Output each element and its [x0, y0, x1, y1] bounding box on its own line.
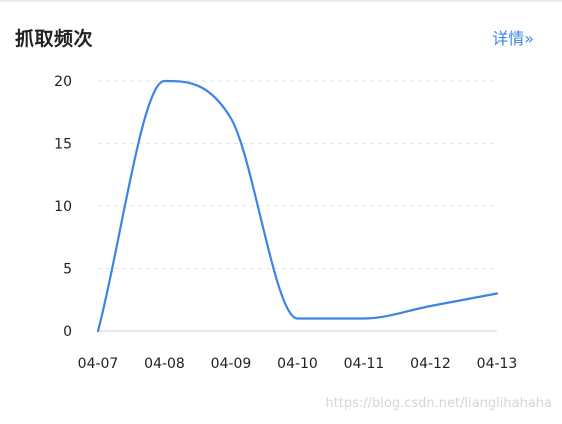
x-tick-label: 04-07	[78, 356, 119, 372]
details-link[interactable]: 详情»	[492, 29, 534, 48]
series-line-0	[96, 79, 499, 333]
x-tick-label: 04-11	[344, 356, 385, 372]
x-tick-label: 04-10	[277, 356, 318, 372]
x-tick-label: 04-12	[410, 356, 451, 372]
y-tick-label: 10	[54, 199, 72, 215]
watermark: https://blog.csdn.net/lianglihahaha	[325, 396, 552, 411]
x-tick-label: 04-09	[211, 356, 252, 372]
y-tick-label: 0	[63, 324, 72, 340]
y-tick-labels: 0 5 10 15 20	[54, 74, 72, 340]
y-tick-label: 20	[54, 74, 72, 90]
card-title: 抓取频次	[15, 28, 94, 50]
x-tick-label: 04-13	[477, 356, 518, 372]
grid-lines	[98, 80, 497, 269]
x-tick-label: 04-08	[144, 356, 185, 372]
series-layer	[96, 79, 499, 333]
y-tick-label: 15	[54, 137, 72, 153]
top-divider	[0, 0, 562, 2]
y-tick-label: 5	[63, 262, 72, 278]
x-tick-labels: 04-07 04-08 04-09 04-10 04-11 04-12 04-13	[78, 356, 518, 372]
